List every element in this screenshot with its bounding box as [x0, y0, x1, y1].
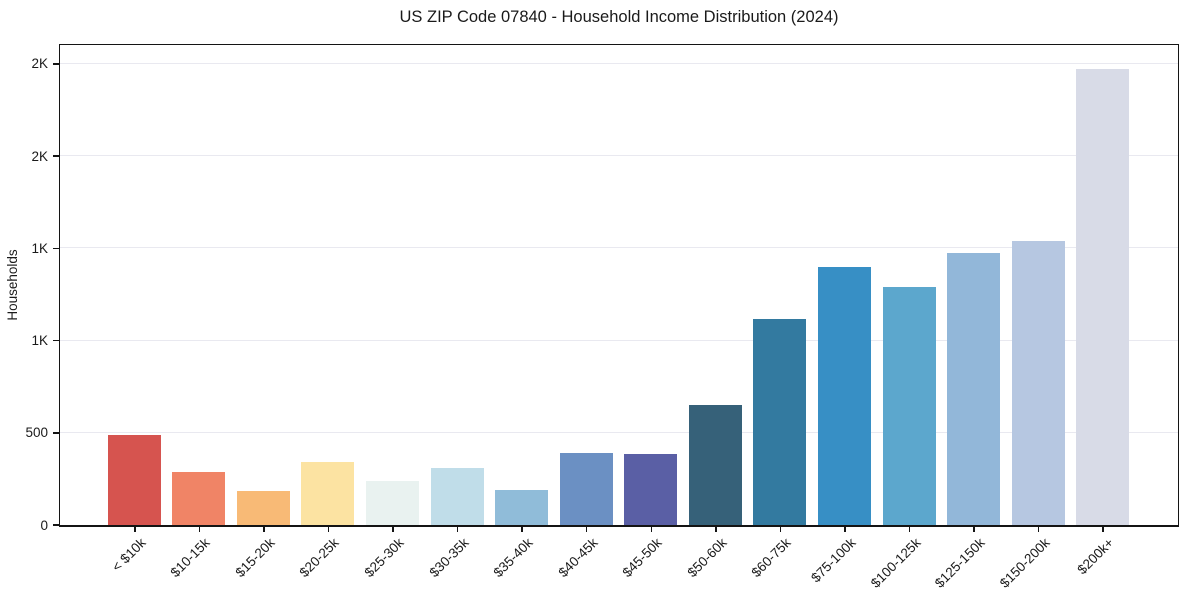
x-tick-mark [198, 527, 201, 532]
x-tick-mark [973, 527, 975, 532]
x-tick-mark [521, 527, 523, 532]
gridline [60, 247, 1178, 249]
y-tick-label: 2K [31, 56, 48, 72]
x-tick-mark [456, 527, 459, 532]
x-tick-mark [134, 527, 136, 532]
chart-title: US ZIP Code 07840 - Household Income Dis… [399, 8, 839, 26]
gridline [60, 339, 1178, 341]
bar-$60-75k [753, 319, 807, 525]
gridline [60, 62, 1178, 64]
gridline [60, 431, 1178, 433]
x-tick-mark [1037, 527, 1040, 532]
y-tick-mark [53, 247, 59, 250]
x-tick-mark [263, 527, 265, 532]
bar-$100-125k [882, 287, 936, 525]
bar-$50-60k [688, 405, 742, 525]
y-tick-mark [53, 63, 59, 65]
y-tick-mark [53, 155, 59, 157]
x-tick-mark [844, 527, 846, 532]
y-tick-label: 2K [31, 148, 48, 164]
y-tick-mark [53, 339, 59, 342]
bar-$30-35k [430, 467, 484, 525]
y-tick-mark [53, 432, 59, 434]
bar-$45-50k [624, 454, 678, 525]
bar-$35-40k [495, 489, 549, 525]
y-tick-label: 0 [40, 517, 48, 533]
bar-$25-30k [366, 480, 420, 525]
bar-$15-20k [236, 490, 290, 525]
bar-$75-100k [817, 266, 871, 525]
x-tick-label: < $10k [108, 535, 149, 575]
gridline [60, 155, 1178, 157]
x-tick-mark [585, 527, 588, 532]
x-tick-mark [908, 527, 911, 532]
bar-$200k+ [1076, 69, 1130, 525]
x-tick-mark [1102, 527, 1104, 532]
x-tick-mark [327, 527, 330, 532]
bar-$125-150k [947, 252, 1001, 525]
bar-$20-25k [301, 462, 355, 525]
y-axis-label: Households [5, 249, 20, 321]
plot-area [59, 44, 1179, 527]
x-tick-mark [779, 527, 782, 532]
bar-$40-45k [559, 453, 613, 525]
x-tick-mark [650, 527, 653, 532]
y-tick-mark [53, 524, 59, 526]
bar-$150-200k [1011, 241, 1065, 525]
y-tick-label: 500 [25, 425, 48, 441]
y-tick-label: 1K [31, 333, 48, 349]
bar-< $10k [107, 434, 161, 525]
x-tick-mark [715, 527, 717, 532]
bar-$10-15k [172, 472, 226, 525]
x-tick-mark [392, 527, 394, 532]
y-tick-label: 1K [31, 240, 48, 256]
